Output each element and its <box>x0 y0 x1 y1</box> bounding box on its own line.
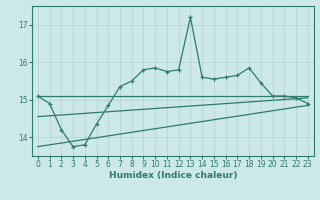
X-axis label: Humidex (Indice chaleur): Humidex (Indice chaleur) <box>108 171 237 180</box>
